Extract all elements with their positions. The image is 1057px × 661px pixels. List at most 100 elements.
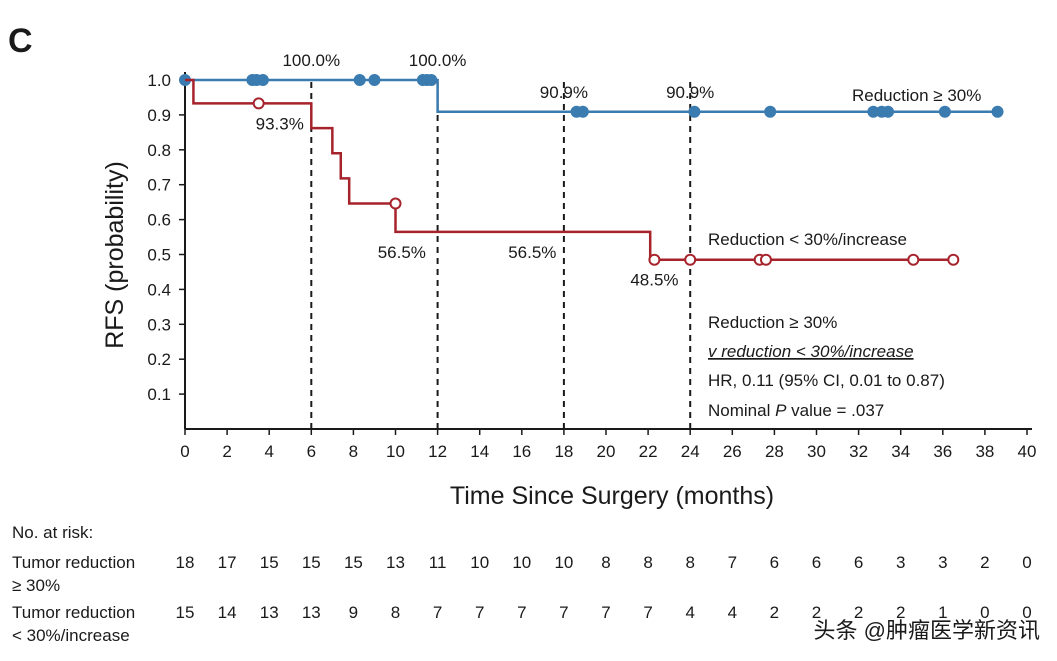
risk-count: 8 xyxy=(685,553,694,572)
censor-marker-2 xyxy=(252,97,265,110)
stats-line1: Reduction ≥ 30% xyxy=(708,313,837,332)
axes: 0 2 4 6 8 10 12 14 16 18 20 22 24 26 28 30 32 34 36 38 400.1… xyxy=(147,71,1036,461)
panel-label: C xyxy=(8,22,33,60)
censor-marker-2 xyxy=(759,253,772,266)
censor-marker-1 xyxy=(353,74,366,86)
risk-count: 13 xyxy=(260,603,279,622)
censor-marker-1 xyxy=(576,105,589,118)
x-axis-title: Time Since Surgery (months) xyxy=(450,482,774,510)
y-tick-label: 0.9 xyxy=(147,106,171,125)
risk-counts: 18 17 15 15 15 13 11 10 10 10 8 8 8 7 6 6 6 3 3 2 015 14 13 13 9… xyxy=(176,553,1032,622)
series-line-2 xyxy=(185,78,954,261)
stats-line3: HR, 0.11 (95% CI, 0.01 to 0.87) xyxy=(708,371,945,390)
stats-p-symbol: P xyxy=(775,401,787,420)
y-axis-title: RFS (probability) xyxy=(101,161,129,349)
risk-count: 2 xyxy=(812,603,821,622)
censor-marker-1 xyxy=(991,105,1004,118)
y-tick-label: 0.3 xyxy=(147,315,171,334)
x-tick-label: 6 xyxy=(307,442,316,461)
x-tick-label: 20 xyxy=(597,442,616,461)
risk-count: 7 xyxy=(643,603,652,622)
y-tick-label: 0.1 xyxy=(147,385,171,404)
x-tick-label: 0 xyxy=(180,442,189,461)
stats-line4: Nominal P value = .037 xyxy=(708,401,884,420)
x-tick-label: 32 xyxy=(849,442,868,461)
stats-line4-suffix: value = .037 xyxy=(786,401,884,420)
risk-count: 13 xyxy=(302,603,321,622)
x-tick-label: 16 xyxy=(512,442,531,461)
risk-count: 2 xyxy=(980,553,989,572)
risk-count: 8 xyxy=(643,553,652,572)
reference-lines xyxy=(310,80,692,429)
risk-count: 11 xyxy=(429,553,447,572)
risk-count: 15 xyxy=(176,603,195,622)
x-tick-label: 26 xyxy=(723,442,742,461)
stats-line4-prefix: Nominal xyxy=(708,401,775,420)
stats-box: Reduction ≥ 30% v reduction < 30%/increa… xyxy=(708,313,945,420)
risk-count: 17 xyxy=(218,553,237,572)
risk-count: 14 xyxy=(218,603,237,622)
risk-row2-label: Tumor reduction xyxy=(12,603,135,622)
risk-count: 7 xyxy=(728,553,737,572)
risk-count: 8 xyxy=(391,603,400,622)
x-tick-label: 2 xyxy=(222,442,231,461)
risk-count: 7 xyxy=(559,603,568,622)
x-tick-label: 22 xyxy=(639,442,658,461)
y-tick-label: 0.5 xyxy=(147,246,171,265)
risk-count: 1 xyxy=(938,603,947,622)
x-tick-label: 24 xyxy=(681,442,700,461)
risk-count: 2 xyxy=(896,603,905,622)
risk-count: 3 xyxy=(896,553,905,572)
risk-row1-label-2: ≥ 30% xyxy=(12,576,60,595)
y-tick-label: 0.2 xyxy=(147,350,171,369)
risk-count: 18 xyxy=(176,553,195,572)
percent-annotation: 90.9% xyxy=(540,83,588,102)
risk-count: 15 xyxy=(302,553,321,572)
censor-marker-1 xyxy=(938,105,951,118)
y-tick-label: 0.6 xyxy=(147,211,171,230)
x-tick-label: 12 xyxy=(428,442,447,461)
risk-count: 4 xyxy=(728,603,737,622)
risk-count: 15 xyxy=(344,553,363,572)
y-tick-label: 0.4 xyxy=(147,280,171,299)
risk-count: 7 xyxy=(601,603,610,622)
risk-count: 2 xyxy=(854,603,863,622)
risk-count: 3 xyxy=(938,553,947,572)
y-tick-label: 0.7 xyxy=(147,176,171,195)
risk-count: 15 xyxy=(260,553,279,572)
risk-count: 0 xyxy=(980,603,989,622)
risk-table: No. at risk: Tumor reduction ≥ 30% Tumor… xyxy=(12,523,1032,645)
risk-count: 10 xyxy=(470,553,489,572)
percent-annotation: 90.9% xyxy=(666,83,714,102)
percent-annotation: 56.5% xyxy=(508,243,556,262)
percent-annotation: 56.5% xyxy=(378,243,426,262)
censor-marker-2 xyxy=(684,253,697,266)
percent-annotation: 48.5% xyxy=(630,271,678,290)
x-tick-label: 28 xyxy=(765,442,784,461)
censor-marker-1 xyxy=(368,74,381,86)
annotations: 100.0% 100.0% 90.9% 90.9% 93.3% 56.5% 56.5% 48.… xyxy=(256,51,715,290)
risk-count: 13 xyxy=(386,553,405,572)
series-layer xyxy=(179,74,1004,266)
censor-marker-1 xyxy=(764,105,777,118)
series2-label: Reduction < 30%/increase xyxy=(708,230,907,249)
risk-count: 8 xyxy=(601,553,610,572)
censor-marker-2 xyxy=(389,197,402,210)
censor-marker-1 xyxy=(882,105,895,118)
x-tick-label: 18 xyxy=(554,442,573,461)
risk-row1-label: Tumor reduction xyxy=(12,553,135,572)
censor-marker-1 xyxy=(256,74,269,86)
watermark: 头条 @肿瘤医学新资讯 xyxy=(814,618,1040,643)
stats-line2: v reduction < 30%/increase xyxy=(708,342,914,361)
risk-count: 6 xyxy=(854,553,863,572)
y-tick-label: 1.0 xyxy=(147,71,171,90)
x-tick-label: 30 xyxy=(807,442,826,461)
risk-count: 9 xyxy=(349,603,358,622)
percent-annotation: 100.0% xyxy=(282,51,340,70)
risk-count: 7 xyxy=(517,603,526,622)
censor-marker-1 xyxy=(688,105,701,118)
risk-count: 10 xyxy=(512,553,531,572)
risk-count: 4 xyxy=(685,603,694,622)
percent-annotation: 93.3% xyxy=(256,114,304,133)
risk-count: 7 xyxy=(433,603,442,622)
